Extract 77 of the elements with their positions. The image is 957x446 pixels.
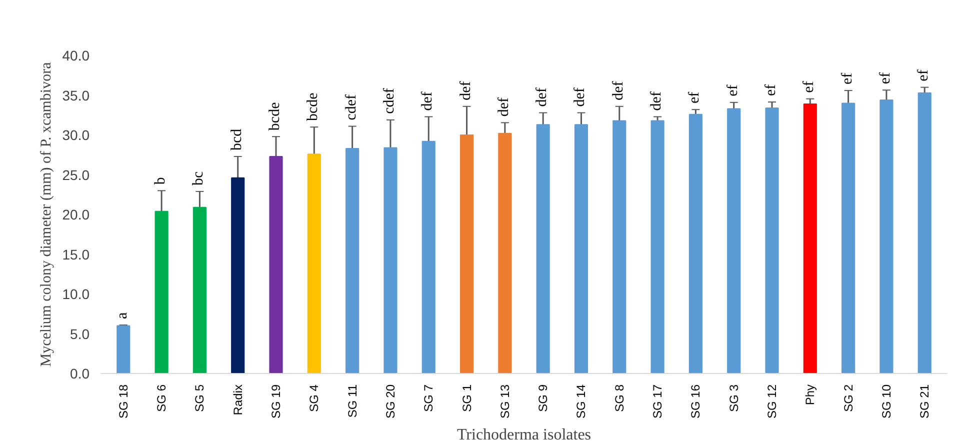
y-tick-label: 20.0 bbox=[62, 206, 90, 222]
x-tick-label: SG 4 bbox=[307, 384, 322, 412]
data-label: bcd bbox=[228, 128, 245, 150]
x-tick-label: SG 12 bbox=[764, 384, 779, 419]
bar bbox=[498, 132, 512, 374]
data-label: ef bbox=[877, 72, 894, 84]
bar bbox=[688, 114, 702, 374]
y-tick-label: 10.0 bbox=[62, 286, 90, 302]
x-tick-label: SG 10 bbox=[879, 384, 894, 419]
y-tick-label: 25.0 bbox=[62, 166, 90, 183]
data-label: ef bbox=[762, 84, 779, 96]
data-label: def bbox=[648, 92, 665, 111]
data-label: b bbox=[152, 177, 169, 185]
bar bbox=[460, 134, 474, 374]
data-label: cdef bbox=[343, 94, 360, 120]
data-label: def bbox=[572, 88, 588, 107]
y-tick-label: 5.0 bbox=[70, 326, 90, 342]
bar bbox=[384, 147, 398, 374]
y-tick-label: 15.0 bbox=[62, 246, 90, 262]
data-label: a bbox=[114, 312, 130, 320]
x-tick-label: SG 6 bbox=[154, 384, 169, 412]
data-label: bcde bbox=[267, 102, 284, 131]
x-axis-title: Trichoderma isolates bbox=[456, 426, 592, 444]
data-label: def bbox=[420, 92, 436, 111]
x-tick-label: SG 3 bbox=[726, 384, 741, 412]
data-label: bcde bbox=[305, 92, 322, 122]
x-tick-label: SG 7 bbox=[422, 384, 436, 412]
x-tick-label: SG 14 bbox=[574, 384, 588, 419]
bar bbox=[116, 325, 130, 374]
bar bbox=[574, 124, 588, 374]
x-tick-label: SG 17 bbox=[650, 384, 665, 419]
bar bbox=[307, 154, 321, 374]
y-tick-label: 35.0 bbox=[62, 87, 90, 104]
x-tick-label: SG 21 bbox=[918, 384, 932, 419]
y-axis-title: Mycelium colony diameter (mm) of P. xcambivora bbox=[38, 62, 54, 367]
bar bbox=[727, 108, 741, 374]
data-label: cdef bbox=[381, 88, 398, 114]
bar bbox=[650, 120, 664, 374]
bar bbox=[269, 156, 283, 374]
y-tick-label: 0.0 bbox=[70, 366, 90, 382]
x-tick-label: SG 5 bbox=[192, 384, 207, 412]
x-tick-label: SG 9 bbox=[536, 384, 550, 412]
data-label: bc bbox=[190, 170, 207, 186]
bar bbox=[803, 103, 817, 374]
x-tick-label: SG 20 bbox=[383, 384, 398, 419]
bar bbox=[880, 100, 894, 374]
x-tick-label: SG 13 bbox=[498, 384, 512, 419]
bar bbox=[612, 120, 626, 374]
data-label: def bbox=[610, 81, 626, 100]
x-tick-label: SG 16 bbox=[688, 384, 703, 419]
x-tick-label: Phy bbox=[803, 384, 818, 406]
data-label: ef bbox=[686, 92, 703, 104]
data-label: def bbox=[496, 98, 512, 117]
y-tick-label: 40.0 bbox=[62, 48, 90, 64]
data-label: ef bbox=[724, 84, 741, 96]
bar bbox=[192, 206, 206, 374]
bar bbox=[422, 140, 436, 374]
x-tick-label: Radix bbox=[230, 384, 245, 416]
y-tick-label: 30.0 bbox=[62, 127, 90, 143]
x-tick-label: SG 11 bbox=[345, 384, 360, 418]
data-label: def bbox=[458, 81, 474, 100]
bar bbox=[536, 124, 550, 374]
data-label: def bbox=[534, 88, 550, 107]
x-tick-label: SG 2 bbox=[841, 384, 856, 412]
bar bbox=[231, 177, 245, 374]
data-label: ef bbox=[916, 70, 932, 82]
x-tick-label: SG 19 bbox=[269, 384, 284, 419]
data-label: ef bbox=[839, 72, 856, 84]
data-label: ef bbox=[801, 81, 818, 93]
x-tick-label: SG 8 bbox=[612, 384, 626, 412]
x-tick-label: SG 1 bbox=[460, 384, 474, 412]
bar bbox=[154, 210, 168, 374]
x-tick-label: SG 18 bbox=[116, 384, 130, 419]
bar bbox=[765, 107, 779, 374]
bar bbox=[346, 148, 360, 374]
bar bbox=[918, 92, 932, 374]
bar bbox=[842, 102, 856, 374]
